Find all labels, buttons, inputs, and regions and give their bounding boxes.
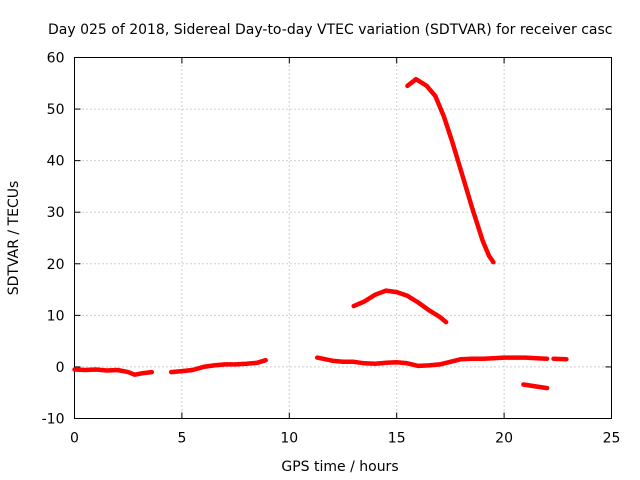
y-tick-label: 20	[47, 257, 65, 273]
x-tick-label: 10	[280, 431, 298, 447]
series-line-arc-6	[405, 76, 496, 265]
y-tick-label: 30	[47, 205, 65, 221]
y-tick-label: 50	[47, 102, 65, 118]
x-tick-label: 25	[603, 431, 621, 447]
series-line-arc-1	[72, 367, 155, 377]
series-line-arc-2	[168, 357, 268, 375]
y-tick-label: 10	[47, 308, 65, 324]
chart-title: Day 025 of 2018, Sidereal Day-to-day VTE…	[48, 22, 612, 38]
x-tick-label: 5	[177, 431, 186, 447]
x-tick-label: 0	[70, 431, 79, 447]
y-tick-label: 40	[47, 154, 65, 170]
y-tick-label: 0	[56, 360, 65, 376]
y-tick-label: -10	[42, 412, 65, 428]
series-line-arc-3	[314, 355, 550, 369]
y-tick-labels: -10 0 10 20 30 40 50 60	[42, 51, 65, 428]
grid-lines	[74, 57, 612, 419]
series-line-arc-7	[521, 382, 550, 391]
series-line-arc-5	[351, 288, 449, 325]
x-axis-label: GPS time / hours	[281, 459, 398, 475]
x-tick-labels: 0 5 10 15 20 25	[70, 431, 620, 447]
axis-ticks	[74, 57, 612, 419]
series-line-arc-4	[551, 356, 569, 362]
y-tick-label: 60	[47, 51, 65, 67]
plot-frame	[74, 57, 612, 419]
data-series	[72, 76, 569, 391]
y-axis-label: SDTVAR / TECUs	[6, 181, 22, 296]
x-tick-label: 15	[388, 431, 406, 447]
x-tick-label: 20	[495, 431, 513, 447]
